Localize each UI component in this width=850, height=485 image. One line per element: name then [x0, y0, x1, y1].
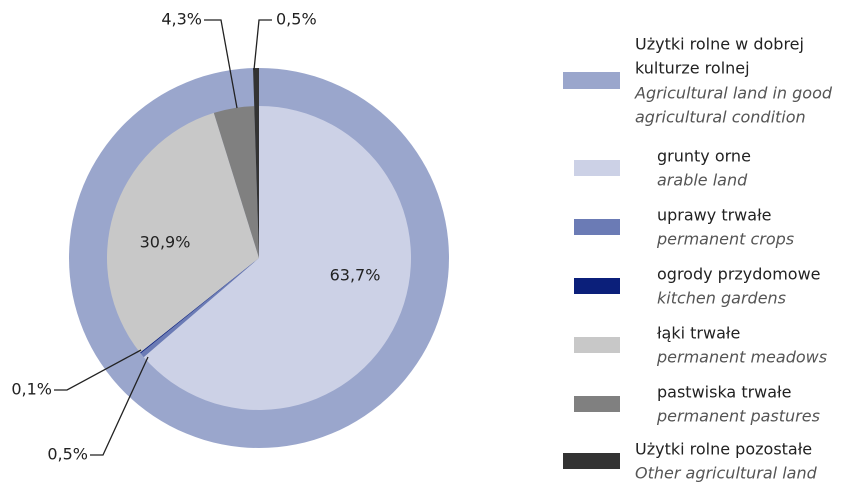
legend-label: Użytki rolne pozostałe: [635, 440, 812, 459]
data-label: 4,3%: [161, 10, 202, 29]
pie-slice: [140, 258, 259, 354]
legend-label: ogrody przydomowe: [657, 265, 821, 284]
data-label: 63,7%: [330, 266, 381, 285]
legend-label: kulturze rolnej: [635, 59, 750, 78]
legend-swatch: [563, 453, 620, 469]
legend-swatch: [574, 160, 620, 176]
legend-swatch: [574, 219, 620, 235]
leader-line: [90, 356, 149, 456]
legend-swatch: [574, 337, 620, 353]
legend-label-en: agricultural condition: [635, 108, 806, 127]
legend-label-en: Other agricultural land: [635, 464, 818, 483]
data-label: 0,1%: [11, 380, 52, 399]
pie-slice: [143, 106, 411, 411]
leader-line: [54, 349, 142, 391]
legend-label-en: permanent meadows: [656, 348, 827, 367]
leader-line: [253, 19, 272, 71]
legend-label: łąki trwałe: [657, 324, 740, 343]
legend-label: Użytki rolne w dobrej: [635, 35, 804, 54]
legend-label-en: permanent crops: [656, 230, 794, 249]
legend-label-en: kitchen gardens: [657, 289, 786, 308]
legend-label: pastwiska trwałe: [657, 383, 791, 402]
data-label: 0,5%: [276, 10, 317, 29]
legend-label-en: Agricultural land in good: [634, 84, 833, 103]
data-label: 30,9%: [140, 233, 191, 252]
legend-label-en: arable land: [657, 171, 748, 190]
pie-slice: [253, 68, 259, 258]
legend-swatch: [563, 72, 620, 89]
legend-label: grunty orne: [657, 147, 751, 166]
legend-label-en: permanent pastures: [656, 407, 820, 426]
pie-slice: [140, 258, 259, 358]
pie-slice: [106, 112, 260, 353]
data-label: 0,5%: [47, 445, 88, 464]
legend-label: uprawy trwałe: [657, 206, 771, 225]
legend-swatch: [574, 278, 620, 294]
pie-slice: [213, 106, 259, 258]
leader-line: [204, 19, 238, 109]
legend-swatch: [574, 396, 620, 412]
